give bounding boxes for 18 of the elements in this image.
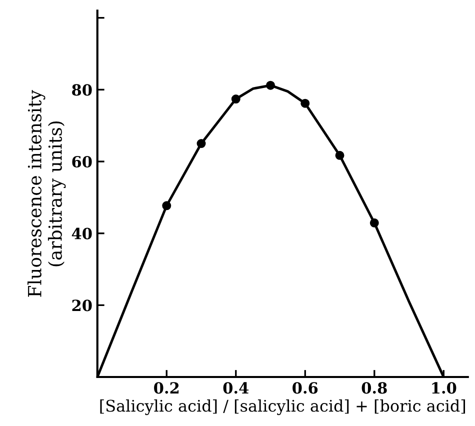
x-axis-title: [Salicylic acid] / [salicylic acid] + [boric acid] bbox=[100, 399, 466, 416]
x-tick-label: 0.8 bbox=[362, 382, 387, 394]
point bbox=[266, 80, 276, 90]
x-tick-label: 0.2 bbox=[154, 382, 179, 394]
y-axis-title: Fluorescence intensity (arbitrary units) bbox=[27, 90, 66, 297]
point bbox=[231, 94, 240, 104]
point bbox=[162, 201, 172, 210]
x-tick-label: 0.6 bbox=[292, 382, 318, 394]
y-tick-label: 60 bbox=[72, 156, 92, 168]
point bbox=[335, 150, 344, 160]
point bbox=[370, 218, 379, 228]
y-tick-label: 20 bbox=[72, 300, 92, 312]
x-tick-label: 1.0 bbox=[432, 382, 456, 394]
point bbox=[300, 98, 310, 108]
x-tick-label: 0.4 bbox=[223, 382, 249, 394]
y-tick-label: 40 bbox=[72, 228, 92, 240]
y-tick-label: 80 bbox=[72, 84, 92, 96]
point bbox=[196, 139, 206, 148]
